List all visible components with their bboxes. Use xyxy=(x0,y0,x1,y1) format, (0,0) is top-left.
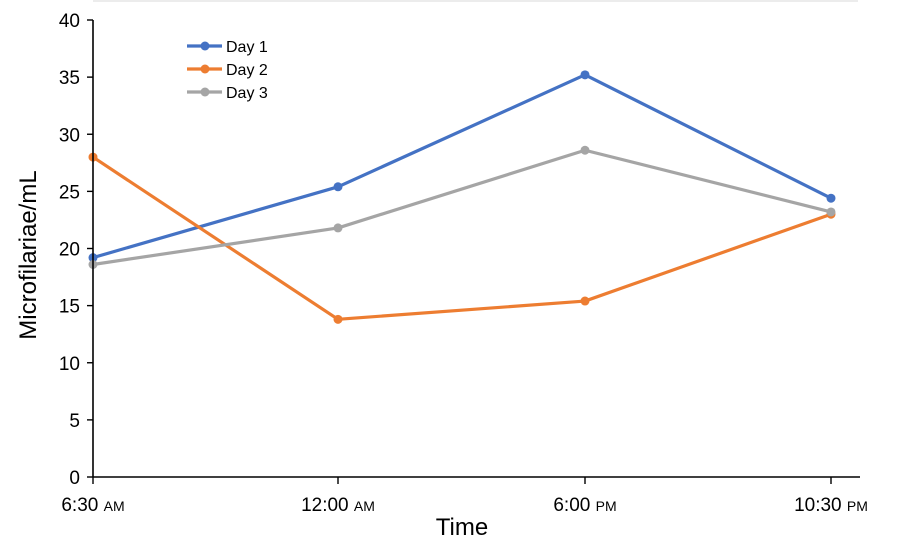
series-layer xyxy=(88,70,836,324)
legend-item: Day 3 xyxy=(187,85,268,102)
y-tick-label: 0 xyxy=(69,468,80,489)
y-tick-label: 20 xyxy=(59,240,80,261)
series-line xyxy=(92,148,832,267)
legend-label: Day 3 xyxy=(226,85,268,102)
legend-item: Day 2 xyxy=(187,62,268,79)
series-day-2 xyxy=(88,152,836,324)
legend-marker xyxy=(200,41,210,51)
x-tick-label: 12:00 AM xyxy=(301,495,375,516)
series-day-1 xyxy=(88,70,836,263)
y-tick-label: 5 xyxy=(69,411,80,432)
x-tick-suffix: PM xyxy=(847,498,868,514)
data-point xyxy=(333,314,343,324)
x-tick-label: 10:30 PM xyxy=(794,495,868,516)
series-line xyxy=(92,73,832,260)
y-tick-label: 30 xyxy=(59,125,80,146)
data-point xyxy=(333,223,343,233)
legend-label: Day 1 xyxy=(226,39,268,56)
legend-label: Day 2 xyxy=(226,62,268,79)
x-tick-time: 10:30 xyxy=(794,495,847,516)
data-point xyxy=(580,145,590,155)
x-ticks: 6:30 AM 12:00 AM 6:00 PM 10:30 PM xyxy=(61,477,868,516)
series-day-3 xyxy=(88,145,836,269)
x-tick-time: 12:00 xyxy=(301,495,354,516)
data-point xyxy=(826,193,836,203)
y-tick-label: 10 xyxy=(59,354,80,375)
series-line xyxy=(92,155,832,321)
data-point xyxy=(826,207,836,217)
data-point xyxy=(580,296,590,306)
y-tick-label: 35 xyxy=(59,68,80,89)
legend-item: Day 1 xyxy=(187,39,268,56)
y-ticks: 0 5 10 15 20 25 30 35 40 xyxy=(59,11,93,489)
x-tick-suffix: PM xyxy=(596,498,617,514)
legend-marker xyxy=(200,87,210,97)
y-tick-label: 15 xyxy=(59,297,80,318)
x-tick-suffix: AM xyxy=(104,498,125,514)
data-point xyxy=(580,70,590,80)
y-axis-title: Microfilariae/mL xyxy=(15,170,42,339)
data-point xyxy=(333,182,343,192)
x-tick-suffix: AM xyxy=(354,498,375,514)
x-tick-label: 6:00 PM xyxy=(553,495,616,516)
x-axis-title: Time xyxy=(436,514,488,541)
y-tick-label: 40 xyxy=(59,11,80,32)
x-tick-label: 6:30 AM xyxy=(61,495,124,516)
x-tick-time: 6:30 xyxy=(61,495,103,516)
legend: Day 1 Day 2 Day 3 xyxy=(187,39,268,102)
x-tick-time: 6:00 xyxy=(553,495,595,516)
legend-marker xyxy=(200,64,210,74)
y-tick-label: 25 xyxy=(59,182,80,203)
